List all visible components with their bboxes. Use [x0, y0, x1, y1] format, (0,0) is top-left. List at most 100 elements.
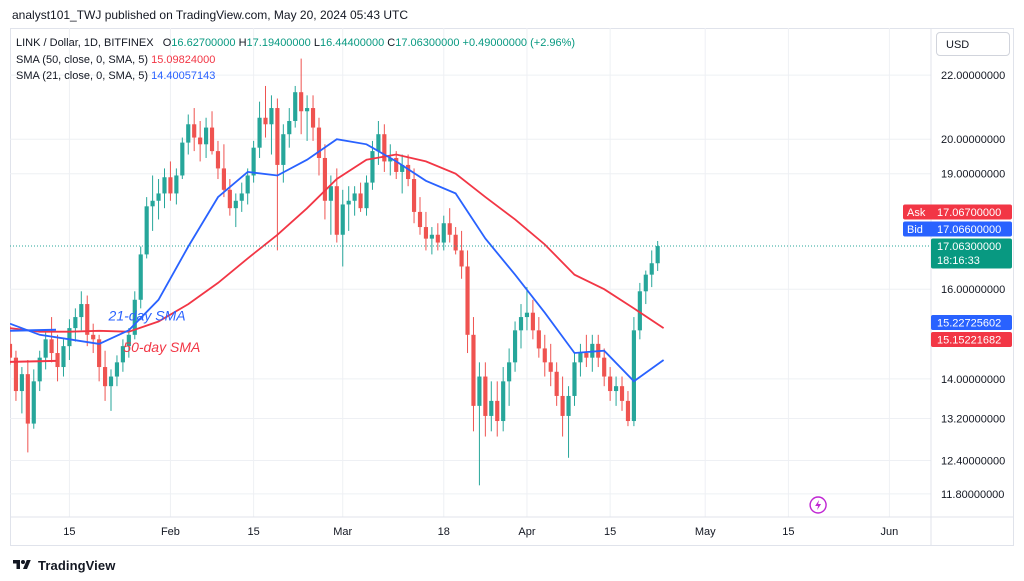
- candle: [120, 339, 125, 372]
- candle: [406, 154, 411, 187]
- candle-body: [186, 124, 191, 143]
- candle-body: [287, 121, 292, 135]
- candle-body: [102, 367, 108, 387]
- candles: [10, 58, 660, 486]
- candle-body: [489, 400, 494, 416]
- candle: [322, 144, 328, 220]
- candle-body: [120, 346, 125, 363]
- bid-price-tag-text: 17.06600000: [937, 224, 1001, 236]
- candle-body: [233, 200, 238, 209]
- candle: [55, 334, 60, 382]
- sma50-label: 50-day SMA: [123, 339, 200, 355]
- candle: [37, 350, 42, 392]
- candle: [150, 175, 155, 231]
- candle: [233, 193, 238, 228]
- candle: [269, 95, 274, 155]
- candle-body: [518, 317, 524, 331]
- candle-body: [180, 142, 185, 176]
- candle: [566, 386, 571, 458]
- candle: [489, 381, 494, 432]
- sma21-line-marker: [10, 328, 57, 332]
- candle: [441, 215, 446, 251]
- candle: [643, 270, 648, 305]
- legend-open-value: 16.62700000: [171, 37, 236, 49]
- price-chart[interactable]: 50-day SMA 21-day SMA 22.00000000 20.000000…: [10, 28, 1014, 546]
- candle-body: [435, 234, 440, 243]
- candle: [310, 95, 316, 141]
- legend-sma50-row[interactable]: SMA (50, close, 0, SMA, 5) 15.09824000: [16, 52, 575, 69]
- legend-sma21-row[interactable]: SMA (21, close, 0, SMA, 5) 14.40057143: [16, 68, 575, 85]
- candle-body: [376, 134, 381, 152]
- candle-body: [572, 362, 577, 396]
- currency-button[interactable]: USD: [936, 32, 1010, 56]
- x-tick-label: 15: [63, 526, 75, 538]
- candle-body: [132, 299, 137, 335]
- candle-body: [394, 157, 399, 172]
- gridlines: [10, 28, 931, 517]
- candle: [340, 189, 345, 267]
- candle: [631, 317, 636, 427]
- candle-body: [400, 164, 405, 172]
- sma21-price-tag-text: 15.22725602: [937, 317, 1001, 329]
- candle: [61, 339, 66, 377]
- candle-body: [423, 227, 429, 239]
- legend-symbol[interactable]: LINK / Dollar, 1D, BITFINEX: [16, 37, 154, 49]
- lightning-event-icon[interactable]: [809, 496, 827, 514]
- legend-sma21-value: 14.40057143: [151, 70, 216, 82]
- sma21-price-tag: 15.22725602: [931, 314, 1012, 330]
- candle-body: [43, 339, 48, 358]
- candle-body: [655, 246, 660, 264]
- candle-body: [560, 395, 565, 416]
- candle: [578, 343, 583, 377]
- x-tick-label: May: [695, 526, 716, 538]
- candle: [85, 295, 90, 347]
- candle-body: [631, 330, 636, 422]
- candle: [394, 151, 399, 180]
- candle-body: [322, 157, 328, 201]
- candle-body: [55, 353, 60, 368]
- candle: [590, 334, 595, 372]
- candle-body: [97, 339, 102, 368]
- candle: [400, 154, 405, 194]
- candle-body: [215, 151, 221, 169]
- legend-high-key: H: [238, 37, 247, 49]
- candle: [293, 85, 298, 128]
- candle-body: [602, 357, 607, 377]
- candle: [524, 287, 530, 331]
- candle: [572, 353, 577, 406]
- published-caption: analyst101_TWJ published on TradingView.…: [12, 8, 408, 22]
- footer-brand: TradingView: [38, 557, 116, 573]
- candle-body: [126, 334, 131, 347]
- legend-low-value: 16.44400000: [319, 37, 385, 49]
- candle: [198, 121, 203, 162]
- candle-body: [91, 334, 96, 340]
- candle-body: [31, 381, 36, 424]
- candle: [388, 144, 393, 176]
- candle: [204, 117, 209, 158]
- candle-body: [530, 312, 535, 331]
- candle-body: [406, 164, 411, 180]
- candle-body: [19, 374, 24, 392]
- last-price-tag-countdown: 18:16:33: [937, 255, 980, 267]
- candle: [613, 376, 619, 406]
- top-bar: analyst101_TWJ published on TradingView.…: [0, 0, 1024, 30]
- candle: [79, 291, 84, 331]
- candle: [275, 98, 280, 251]
- candle: [91, 323, 96, 354]
- candle-body: [382, 134, 387, 162]
- candle-body: [37, 357, 42, 382]
- last-price-tag-text: 17.06300000: [937, 241, 1001, 253]
- last-price-tag: 17.06300000 18:16:33: [931, 238, 1012, 269]
- candle: [477, 362, 482, 486]
- candle-body: [245, 175, 250, 194]
- candle-body: [25, 374, 30, 424]
- candle: [536, 317, 541, 358]
- candle: [625, 391, 631, 427]
- candle: [138, 246, 143, 309]
- candle-body: [114, 362, 120, 377]
- bid-price-tag: Bid 17.06600000: [903, 221, 1012, 237]
- candle: [417, 197, 423, 235]
- candle: [126, 328, 131, 358]
- candle: [602, 348, 607, 387]
- candle-body: [209, 127, 215, 152]
